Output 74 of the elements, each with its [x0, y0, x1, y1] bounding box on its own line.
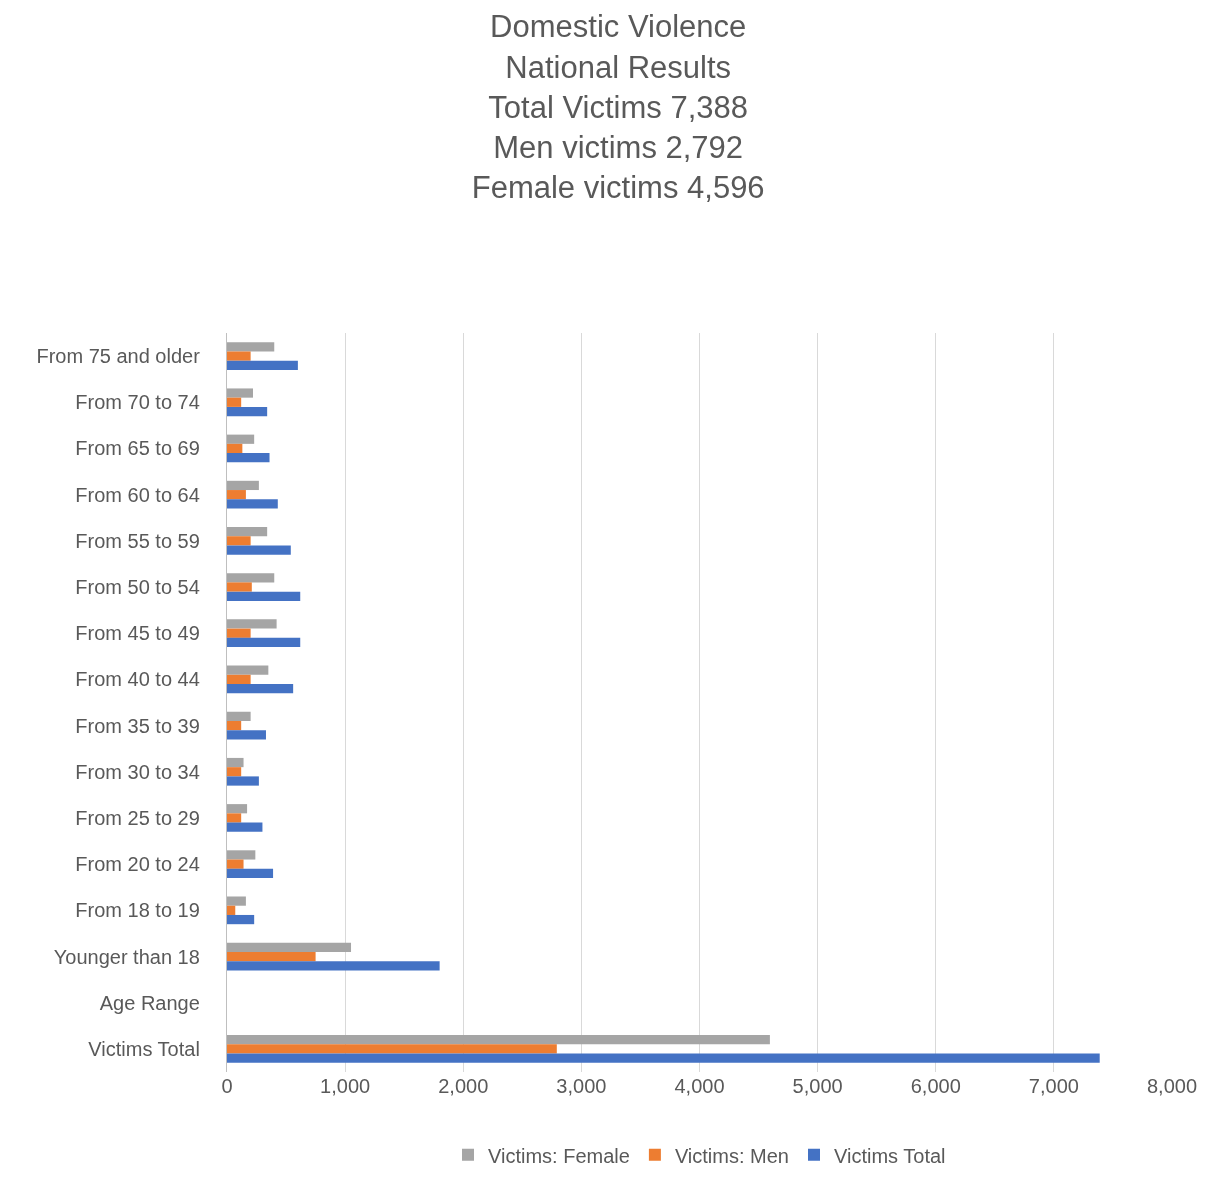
x-tick-label: 8,000: [1146, 1075, 1198, 1097]
y-tick-label: From 18 to 19: [75, 899, 200, 922]
bar: [227, 776, 259, 786]
y-tick-label: From 60 to 64: [75, 483, 200, 506]
bar: [227, 942, 352, 952]
x-tick-label: 6,000: [910, 1075, 961, 1097]
x-tick-label: 4,000: [674, 1075, 725, 1097]
bar: [227, 804, 248, 814]
bar: [227, 1053, 1100, 1063]
y-tick-label: From 45 to 49: [75, 622, 200, 645]
bar: [227, 914, 255, 925]
bar: [227, 951, 316, 962]
bar: [227, 1035, 770, 1045]
bar: [227, 896, 246, 906]
bar: [227, 397, 242, 407]
y-tick-label: From 35 to 39: [75, 714, 200, 737]
bar: [227, 536, 251, 546]
y-tick-label: From 55 to 59: [75, 529, 200, 552]
bar: [227, 822, 263, 832]
bar: [227, 720, 242, 731]
bar: [227, 490, 246, 500]
bar: [227, 711, 251, 721]
bar: [227, 342, 275, 352]
bar: [227, 480, 259, 491]
y-tick-label: From 75 and older: [36, 345, 201, 368]
bar: [227, 453, 270, 463]
bar: [227, 434, 255, 444]
bar: [227, 573, 275, 583]
bar: [227, 406, 268, 417]
bar: [227, 961, 440, 971]
chart-title: Domestic Violence National Results Total Victims 7,388 Men victims 2,792 Female victims 4,596: [471, 9, 765, 206]
y-tick-label: From 25 to 29: [75, 806, 200, 829]
x-tick-label: 7,000: [1028, 1075, 1079, 1097]
bar: [227, 443, 243, 454]
bar: [227, 499, 278, 509]
bar: [227, 674, 251, 685]
y-tick-label: From 70 to 74: [75, 391, 200, 414]
x-tick-label: 3,000: [556, 1075, 607, 1097]
y-tick-label: Younger than 18: [53, 945, 200, 968]
y-tick-label: From 65 to 69: [75, 437, 200, 460]
bar: [227, 1044, 557, 1054]
bar: [227, 767, 242, 777]
bar: [227, 868, 274, 879]
bar: [227, 360, 298, 370]
bar: [227, 526, 268, 537]
bar: [227, 665, 269, 675]
y-tick-label: Victims Total: [88, 1037, 200, 1060]
bar: [227, 757, 244, 768]
bar: [227, 905, 236, 915]
legend-label: Victims: Men: [674, 1144, 789, 1167]
x-tick-label: 2,000: [438, 1075, 489, 1097]
bar: [227, 813, 242, 823]
bar: [227, 684, 294, 694]
y-tick-label: Age Range: [99, 991, 200, 1014]
legend-label: Victims: Female: [488, 1144, 630, 1167]
bar: [227, 859, 244, 869]
y-tick-label: From 40 to 44: [75, 668, 200, 691]
y-tick-label: From 30 to 34: [75, 760, 200, 783]
bar: [227, 628, 251, 638]
bar: [227, 591, 301, 601]
x-tick-label: 1,000: [320, 1075, 371, 1097]
bar: [227, 545, 291, 555]
y-tick-label: From 50 to 54: [75, 576, 200, 599]
legend-label: Victims Total: [834, 1144, 946, 1167]
bar: [227, 637, 301, 648]
bar: [227, 730, 266, 740]
bar: [227, 850, 256, 860]
bar: [227, 388, 253, 398]
x-tick-label: 0: [221, 1075, 233, 1097]
x-tick-label: 5,000: [792, 1075, 843, 1097]
y-tick-label: From 20 to 24: [75, 853, 200, 876]
bar: [227, 351, 251, 361]
bar: [227, 619, 277, 629]
bar: [227, 582, 252, 592]
